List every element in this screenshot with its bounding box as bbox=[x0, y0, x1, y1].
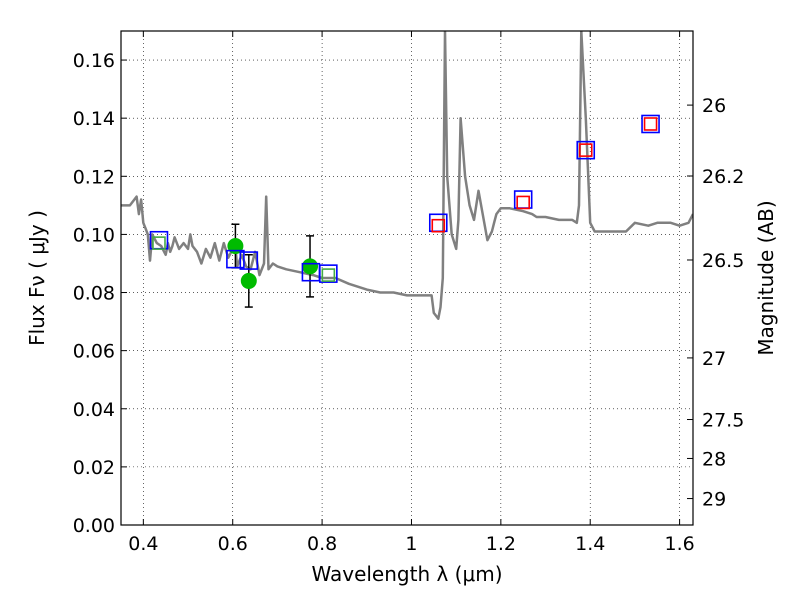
y-tick-label: 0.12 bbox=[73, 166, 115, 188]
x-tick-label: 0.6 bbox=[218, 533, 248, 555]
sed-line bbox=[121, 31, 693, 320]
model-square bbox=[152, 236, 166, 250]
x-tick-label: 1.4 bbox=[575, 533, 605, 555]
observed-point bbox=[240, 272, 257, 289]
y-axis-label-right: Magnitude (AB) bbox=[754, 200, 778, 355]
x-axis-label: Wavelength λ (μm) bbox=[311, 562, 502, 586]
right-tick-label: 27 bbox=[702, 348, 726, 370]
plot-frame bbox=[120, 30, 694, 526]
right-tick-label: 26.2 bbox=[702, 166, 744, 188]
observed-point bbox=[302, 258, 319, 275]
x-tick-label: 1 bbox=[405, 533, 417, 555]
y-tick-label: 0.14 bbox=[73, 108, 115, 130]
plot-area bbox=[121, 31, 693, 320]
y-tick-label: 0.10 bbox=[73, 224, 115, 246]
model-square bbox=[641, 114, 660, 134]
y-tick-label: 0.08 bbox=[73, 283, 115, 305]
x-tick-label: 1.2 bbox=[486, 533, 516, 555]
right-tick-label: 26.5 bbox=[702, 250, 744, 272]
model-square bbox=[321, 268, 336, 282]
x-tick-label: 0.8 bbox=[307, 533, 337, 555]
plot-background bbox=[121, 31, 693, 525]
model-square bbox=[239, 251, 259, 270]
model-square bbox=[643, 117, 658, 131]
right-tick-label: 27.5 bbox=[702, 410, 744, 432]
y-axis-label: Flux Fν ( μJy ) bbox=[25, 210, 49, 346]
right-tick-label: 29 bbox=[702, 489, 726, 511]
model-square bbox=[319, 264, 338, 283]
model-square bbox=[431, 218, 446, 233]
y-tick-label: 0.02 bbox=[73, 457, 115, 479]
y-tick-label: 0.16 bbox=[73, 50, 115, 72]
x-tick-label: 1.6 bbox=[664, 533, 694, 555]
model-square bbox=[516, 195, 530, 210]
y-tick-label: 0.04 bbox=[73, 399, 115, 421]
model-square bbox=[226, 249, 245, 269]
ticks: 0.4 0.6 0.8 1 1.2 1.4 1.6 0.00 0.02 0.04 0.06 0.08 0… bbox=[73, 31, 744, 555]
right-tick-label: 26 bbox=[702, 95, 726, 117]
y-tick-label: 0.00 bbox=[73, 515, 115, 537]
x-tick-label: 0.4 bbox=[128, 533, 158, 555]
right-tick-label: 28 bbox=[702, 448, 726, 470]
y-tick-label: 0.06 bbox=[73, 341, 115, 363]
model-square bbox=[578, 143, 593, 157]
model-square bbox=[576, 140, 596, 160]
